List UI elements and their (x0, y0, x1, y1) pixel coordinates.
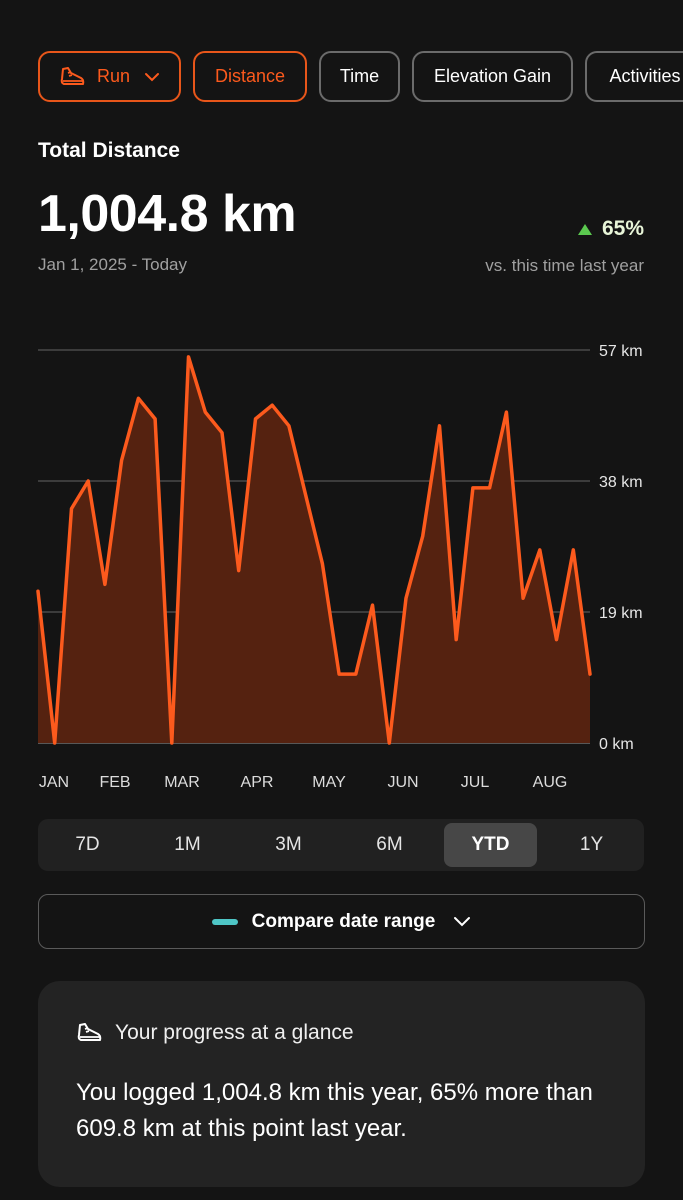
metric-tab-distance-label: Distance (214, 66, 286, 86)
chevron-down-icon (145, 72, 160, 81)
compare-legend-swatch (211, 918, 238, 925)
change-indicator: 65% (577, 217, 644, 241)
period-6m[interactable]: 6M (343, 823, 436, 867)
up-arrow-icon (577, 223, 592, 235)
metric-tab-time[interactable]: Time (319, 51, 400, 102)
metric-title: Total Distance (38, 139, 180, 162)
shoe-icon (77, 1023, 102, 1041)
progress-card-header: Your progress at a glance (76, 1021, 354, 1045)
period-3m[interactable]: 3M (242, 823, 335, 867)
sport-dropdown-button[interactable]: Run (38, 51, 181, 102)
period-selector: 7D 1M 3M 6M YTD 1Y (38, 819, 644, 871)
x-tick-label: AUG (533, 774, 568, 791)
x-tick-label: JUN (387, 774, 418, 791)
y-tick-label: 38 km (599, 474, 643, 491)
period-1y[interactable]: 1Y (545, 823, 638, 867)
shoe-icon (60, 66, 85, 85)
compare-date-range-button[interactable]: Compare date range (38, 894, 645, 949)
period-1m[interactable]: 1M (141, 823, 234, 867)
distance-series-line (36, 355, 592, 745)
x-tick-label: APR (241, 774, 274, 791)
progress-card-heading: Your progress at a glance (115, 1021, 354, 1044)
chevron-down-icon (454, 917, 471, 927)
change-percent: 65% (601, 217, 644, 240)
period-ytd-label: YTD (471, 834, 510, 855)
date-range-label: Jan 1, 2025 - Today (38, 255, 188, 274)
metric-tab-elevation-label: Elevation Gain (433, 66, 552, 86)
y-tick-label: 0 km (599, 736, 634, 753)
period-3m-label: 3M (275, 834, 302, 855)
metric-tab-activities-label: Activities (609, 66, 681, 86)
period-7d-label: 7D (75, 834, 100, 855)
progress-card: Your progress at a glance You logged 1,0… (38, 981, 645, 1187)
metric-tab-time-label: Time (339, 66, 380, 86)
progress-card-text: You logged 1,004.8 km this year, 65% mor… (76, 1079, 593, 1142)
period-1y-label: 1Y (579, 834, 604, 855)
period-ytd[interactable]: YTD (444, 823, 537, 867)
period-7d[interactable]: 7D (41, 823, 134, 867)
comparison-label: vs. this time last year (485, 256, 644, 275)
y-tick-label: 19 km (599, 605, 643, 622)
x-tick-label: JUL (461, 774, 490, 791)
distance-area-chart: 57 km 38 km 19 km 0 km JAN FEB MAR APR MAY JUN JUL… (36, 343, 643, 791)
metric-tab-distance[interactable]: Distance (193, 51, 307, 102)
total-value: 1,004.8 km (38, 185, 297, 243)
x-tick-label: JAN (39, 774, 69, 791)
period-6m-label: 6M (376, 834, 403, 855)
compare-label: Compare date range (251, 910, 436, 932)
sport-label: Run (96, 66, 131, 86)
x-tick-label: MAY (312, 774, 346, 791)
metric-tab-activities[interactable]: Activities (585, 51, 683, 102)
x-tick-label: FEB (99, 774, 130, 791)
x-tick-label: MAR (164, 774, 200, 791)
y-tick-label: 57 km (599, 343, 643, 360)
filter-bar: Run Distance Time Elevation Gain Activit… (38, 51, 683, 102)
metric-tab-elevation-gain[interactable]: Elevation Gain (412, 51, 573, 102)
period-1m-label: 1M (174, 834, 201, 855)
